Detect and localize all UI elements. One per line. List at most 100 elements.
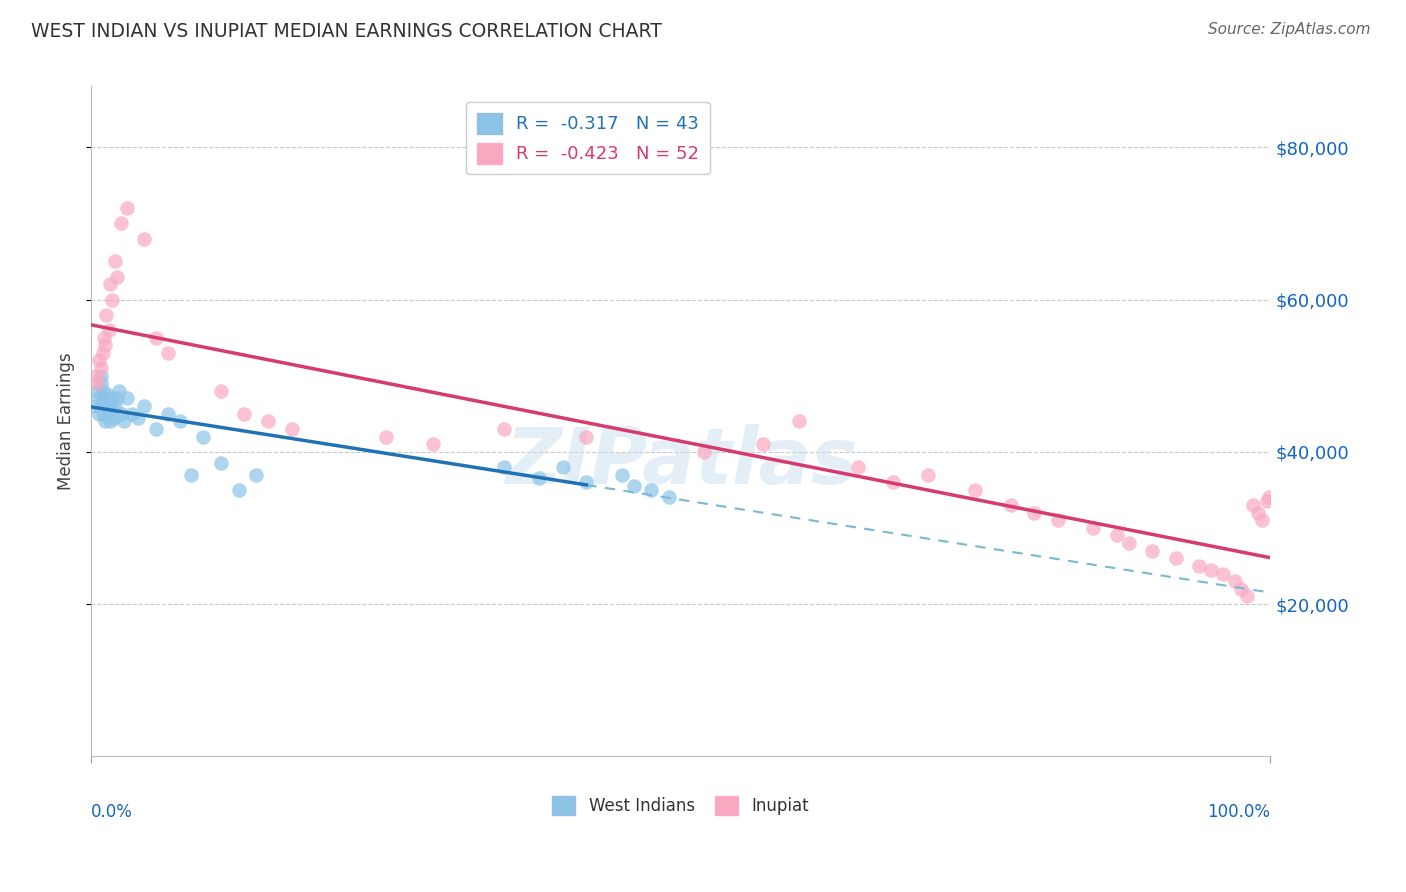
Point [86, 384, 108, 398]
Point [1164, 551, 1187, 566]
Point [112, 414, 135, 428]
Point [87, 392, 110, 406]
Point [752, 437, 775, 451]
Point [658, 491, 681, 505]
Point [94, 414, 117, 428]
Point [693, 444, 716, 458]
Point [965, 483, 987, 497]
Point [84, 368, 107, 383]
Point [105, 269, 128, 284]
Point [91, 346, 114, 360]
Point [97, 403, 120, 417]
Point [787, 414, 810, 428]
Point [1199, 563, 1222, 577]
Point [90, 376, 112, 391]
Point [83, 399, 105, 413]
Point [575, 429, 598, 443]
Point [209, 384, 232, 398]
Point [89, 353, 111, 368]
Point [191, 429, 214, 443]
Point [103, 410, 125, 425]
Point [209, 456, 232, 470]
Point [97, 323, 120, 337]
Point [90, 395, 112, 409]
Point [575, 475, 598, 490]
Point [228, 483, 250, 497]
Point [1247, 506, 1270, 520]
Point [156, 407, 179, 421]
Point [1046, 513, 1069, 527]
Point [1256, 494, 1278, 508]
Point [94, 338, 117, 352]
Point [917, 467, 939, 482]
Point [245, 467, 267, 482]
Point [374, 429, 396, 443]
Point [134, 232, 156, 246]
Point [89, 407, 111, 421]
Text: Source: ZipAtlas.com: Source: ZipAtlas.com [1208, 22, 1371, 37]
Point [527, 471, 550, 485]
Point [98, 277, 121, 292]
Point [111, 407, 134, 421]
Point [257, 414, 280, 428]
Point [121, 407, 143, 421]
Point [1024, 506, 1046, 520]
Point [93, 407, 115, 421]
Point [91, 384, 114, 398]
Point [492, 460, 515, 475]
Y-axis label: Median Earnings: Median Earnings [58, 352, 75, 490]
Point [90, 361, 112, 376]
Point [115, 392, 138, 406]
Point [104, 399, 127, 413]
Point [101, 392, 124, 406]
Text: ZIPatlas: ZIPatlas [505, 424, 856, 500]
Point [127, 410, 149, 425]
Point [1236, 590, 1258, 604]
Point [115, 201, 138, 215]
Point [1229, 582, 1251, 596]
Point [1105, 528, 1128, 542]
Point [1083, 521, 1105, 535]
Point [846, 460, 869, 475]
Point [180, 467, 202, 482]
Point [551, 460, 574, 475]
Legend: West Indians, Inupiat: West Indians, Inupiat [546, 789, 815, 822]
Point [108, 384, 131, 398]
Point [1241, 498, 1264, 512]
Text: WEST INDIAN VS INUPIAT MEDIAN EARNINGS CORRELATION CHART: WEST INDIAN VS INUPIAT MEDIAN EARNINGS C… [31, 22, 662, 41]
Point [91, 392, 114, 406]
Point [100, 399, 122, 413]
Point [1258, 491, 1281, 505]
Point [90, 368, 112, 383]
Point [98, 414, 121, 428]
Point [101, 293, 124, 307]
Point [280, 422, 302, 436]
Point [156, 346, 179, 360]
Point [882, 475, 904, 490]
Point [623, 479, 645, 493]
Point [1223, 574, 1246, 589]
Point [1118, 536, 1140, 550]
Point [1142, 543, 1164, 558]
Point [134, 399, 156, 413]
Point [1251, 513, 1274, 527]
Point [1188, 558, 1211, 573]
Point [86, 376, 108, 391]
Point [610, 467, 633, 482]
Point [110, 216, 132, 230]
Point [492, 422, 515, 436]
Point [96, 399, 118, 413]
Point [1000, 498, 1022, 512]
Point [1212, 566, 1234, 581]
Point [105, 392, 128, 406]
Point [145, 330, 167, 344]
Point [422, 437, 444, 451]
Point [640, 483, 662, 497]
Point [96, 308, 118, 322]
Text: 0.0%: 0.0% [91, 803, 134, 822]
Point [93, 330, 115, 344]
Point [97, 387, 120, 401]
Point [145, 422, 167, 436]
Text: 100.0%: 100.0% [1208, 803, 1270, 822]
Point [233, 407, 256, 421]
